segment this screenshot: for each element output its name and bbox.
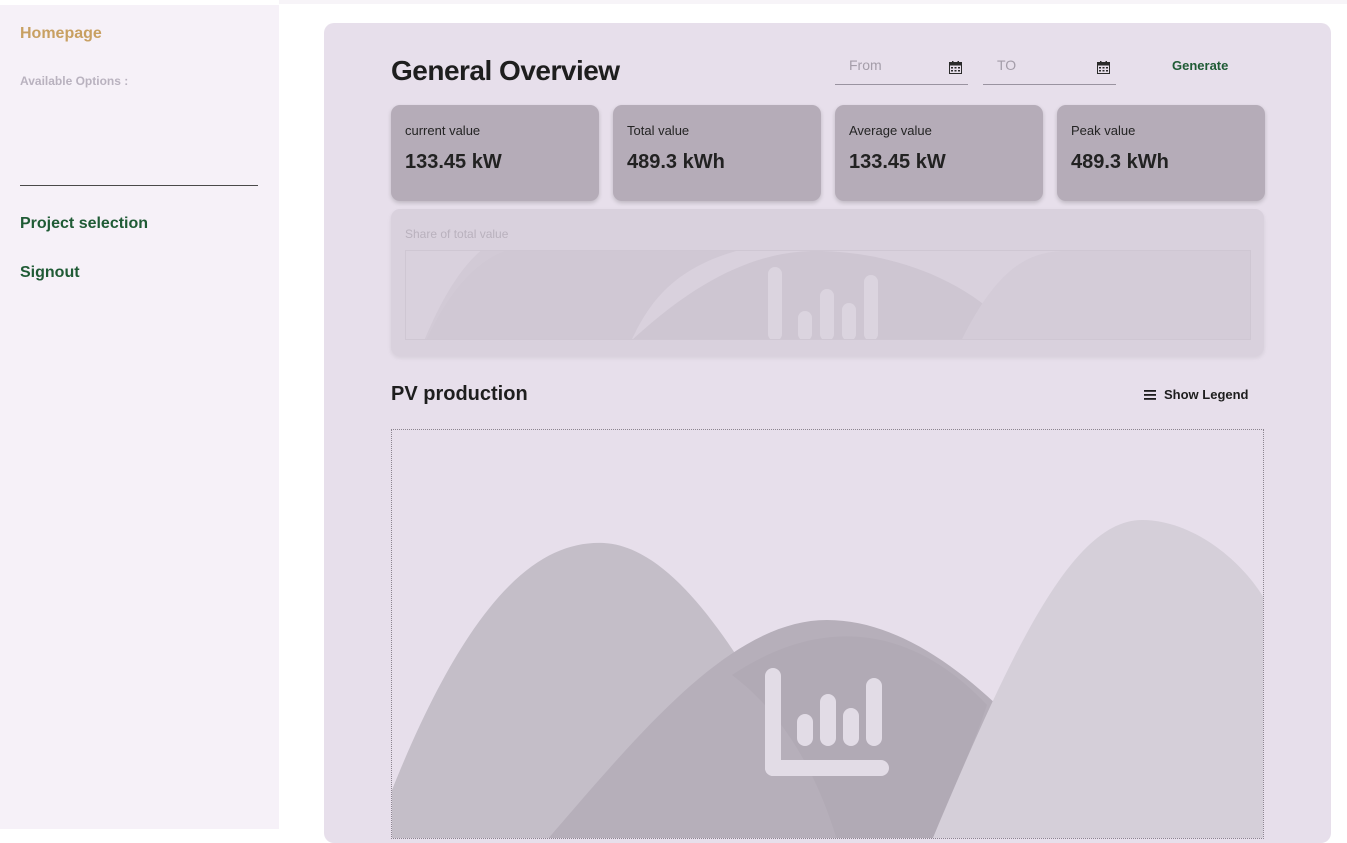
share-of-total-label: Share of total value: [405, 227, 509, 241]
chart-loading-skeleton: [392, 520, 1263, 838]
kpi-value: 489.3 kWh: [1071, 151, 1169, 173]
show-legend-button[interactable]: Show Legend: [1144, 387, 1249, 402]
top-bar: [279, 0, 1347, 4]
page-title: General Overview: [391, 55, 620, 86]
from-date-field[interactable]: From: [835, 49, 968, 85]
share-of-total-card: Share of total value: [391, 209, 1264, 356]
sidebar-divider: [20, 185, 258, 186]
kpi-value: 133.45 kW: [849, 151, 946, 173]
kpi-card-peak: Peak value 489.3 kWh: [1057, 105, 1265, 201]
sidebar-item-signout[interactable]: Signout: [20, 264, 80, 281]
from-date-placeholder: From: [849, 57, 882, 73]
calendar-icon[interactable]: [1097, 61, 1110, 74]
show-legend-label: Show Legend: [1164, 387, 1249, 402]
share-chart-placeholder: [405, 250, 1251, 340]
to-date-field[interactable]: TO: [983, 49, 1116, 85]
kpi-value: 133.45 kW: [405, 151, 502, 173]
to-date-placeholder: TO: [997, 57, 1017, 73]
kpi-card-current: current value 133.45 kW: [391, 105, 599, 201]
kpi-label: Peak value: [1071, 123, 1136, 138]
kpi-card-average: Average value 133.45 kW: [835, 105, 1043, 201]
sidebar-item-project-selection[interactable]: Project selection: [20, 215, 149, 232]
kpi-label: Total value: [627, 123, 690, 138]
calendar-icon[interactable]: [949, 61, 962, 74]
generate-button[interactable]: Generate: [1172, 58, 1229, 73]
kpi-label: current value: [405, 123, 481, 138]
main-panel: General Overview From TO Generate curren…: [324, 23, 1331, 843]
chart-loading-skeleton: [424, 251, 1250, 339]
available-options-label: Available Options :: [20, 74, 129, 88]
sidebar: Homepage Available Options : Project sel…: [0, 5, 279, 829]
sidebar-item-homepage[interactable]: Homepage: [20, 25, 102, 42]
kpi-value: 489.3 kWh: [627, 151, 725, 173]
kpi-label: Average value: [849, 123, 932, 138]
menu-icon: [1144, 389, 1156, 400]
pv-production-chart: [391, 429, 1264, 839]
kpi-card-total: Total value 489.3 kWh: [613, 105, 821, 201]
pv-production-title: PV production: [391, 383, 528, 405]
